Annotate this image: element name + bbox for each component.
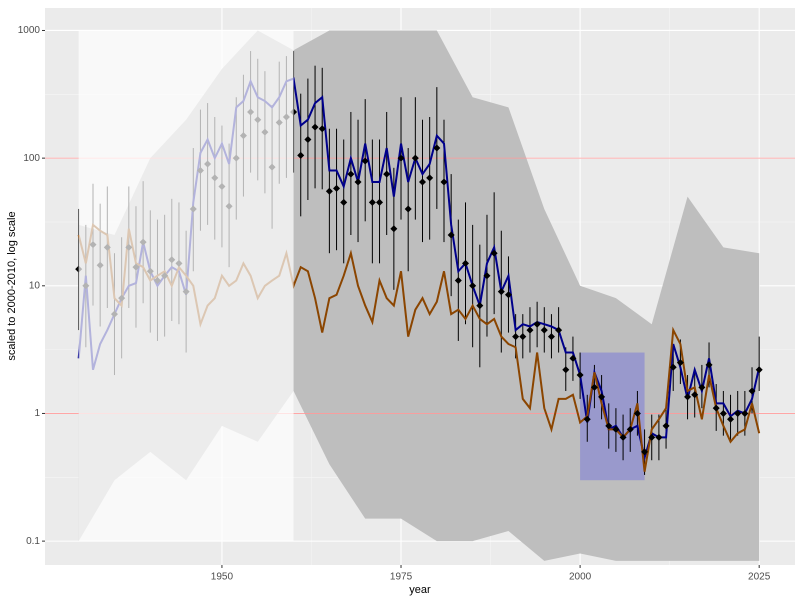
data-point [354,178,362,186]
y-tick-label: 0.1 [26,536,40,547]
data-point [404,205,412,213]
data-point [540,326,548,334]
data-point [333,184,341,192]
x-tick-label: 1975 [390,572,413,583]
data-point [612,425,620,433]
data-point [433,144,441,152]
data-point [512,333,520,341]
x-tick-label: 2025 [748,572,771,583]
x-tick-label: 2000 [569,572,592,583]
faded-region [78,30,294,542]
data-point [562,366,570,374]
data-point [426,174,434,182]
data-point [454,277,462,285]
data-point [641,448,649,456]
y-tick-label: 100 [23,153,40,164]
data-point [368,198,376,206]
data-point [626,425,634,433]
data-point [655,433,663,441]
data-point [741,409,749,417]
data-point [361,157,369,165]
data-point [727,415,735,423]
data-point [569,354,577,362]
data-point [691,391,699,399]
data-point [440,178,448,186]
y-tick-label: 10 [29,280,41,291]
data-point [490,249,498,257]
data-point [519,333,527,341]
data-point [325,187,333,195]
data-point [383,170,391,178]
data-point [476,302,484,310]
data-point [605,422,613,430]
data-point [583,415,591,423]
data-point [347,170,355,178]
data-point [719,409,727,417]
x-tick-label: 1950 [211,572,234,583]
data-point [676,359,684,367]
data-point [648,433,656,441]
data-point [698,383,706,391]
data-point [547,333,555,341]
data-point [662,422,670,430]
data-point [590,383,598,391]
y-axis-title: scaled to 2000-2010, log scale [6,211,18,360]
data-point [304,135,312,143]
data-point [598,393,606,401]
data-point [633,409,641,417]
data-point [340,198,348,206]
data-point [712,404,720,412]
data-point [397,154,405,162]
data-point [483,272,491,280]
x-axis-title: year [409,584,431,596]
data-point [755,366,763,374]
data-point [504,291,512,299]
data-point [390,225,398,233]
data-point [705,361,713,369]
y-tick-label: 1 [34,408,40,419]
data-point [419,178,427,186]
data-point [555,326,563,334]
data-point [619,433,627,441]
data-point [461,259,469,267]
data-point [533,320,541,328]
data-point [526,326,534,334]
data-point [469,282,477,290]
highlight-box [580,352,645,481]
data-point [447,231,455,239]
y-tick-label: 1000 [18,25,41,36]
data-point [318,125,326,133]
data-point [684,393,692,401]
data-point [497,288,505,296]
plot-area [45,30,795,561]
axes: 1950 1975 2000 2025 0.1 1 10 100 1000 [18,25,771,583]
data-point [576,371,584,379]
data-point [411,154,419,162]
data-point [734,409,742,417]
data-point [311,123,319,131]
data-point [748,387,756,395]
data-point [297,151,305,159]
data-point [669,363,677,371]
data-point [376,198,384,206]
